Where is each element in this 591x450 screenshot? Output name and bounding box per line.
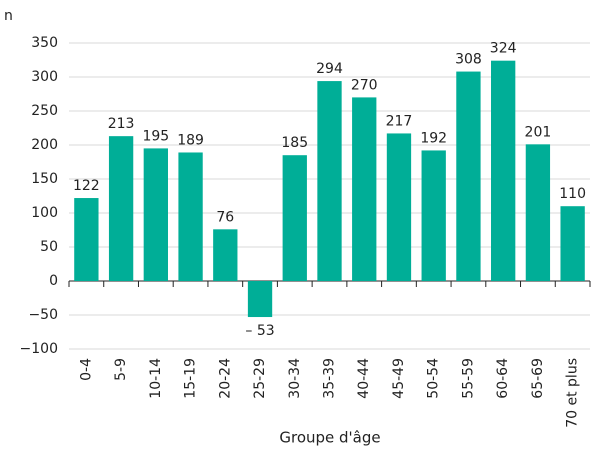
x-tick-label: 60-64 — [495, 358, 511, 399]
y-tick-label: −50 — [28, 307, 58, 323]
x-tick-label: 25-29 — [252, 358, 268, 399]
value-label: 294 — [316, 61, 343, 77]
y-tick-label: 350 — [31, 35, 58, 51]
x-tick-label: 40-44 — [356, 358, 372, 399]
x-tick-label: 20-24 — [217, 358, 233, 399]
value-label: 185 — [281, 135, 308, 151]
bar — [213, 229, 238, 281]
x-tick-label: 0-4 — [78, 358, 94, 381]
value-label: 76 — [216, 209, 234, 225]
value-label: 189 — [177, 132, 204, 148]
x-tick-label: 50-54 — [426, 358, 442, 399]
bar — [74, 198, 99, 281]
bar — [178, 152, 203, 281]
x-tick-label: 30-34 — [287, 358, 303, 399]
value-label: 192 — [420, 130, 447, 146]
bar — [491, 60, 516, 282]
x-tick-label: 45-49 — [391, 358, 407, 399]
y-tick-label: −100 — [20, 341, 58, 357]
y-tick-label: 200 — [31, 137, 58, 153]
x-tick-label: 65-69 — [530, 358, 546, 399]
bar — [143, 148, 168, 281]
bar — [456, 71, 481, 281]
x-tick-label: 70 et plus — [565, 358, 581, 428]
bar — [108, 136, 134, 281]
x-tick-label: 15-19 — [183, 358, 199, 399]
value-label: 110 — [559, 186, 586, 202]
value-label: 324 — [490, 41, 517, 57]
y-tick-label: 100 — [31, 205, 58, 221]
x-axis-title: Groupe d'âge — [279, 429, 380, 447]
y-axis-label: n — [4, 8, 13, 24]
value-label: – 53 — [245, 323, 274, 339]
bar — [282, 155, 307, 281]
value-label: 122 — [73, 178, 100, 194]
value-label: 217 — [386, 113, 413, 129]
x-tick-label: 55-59 — [460, 358, 476, 399]
y-tick-label: 250 — [31, 103, 58, 119]
x-tick-label: 5-9 — [113, 358, 129, 381]
y-tick-label: 50 — [40, 239, 58, 255]
bar — [317, 81, 342, 281]
y-tick-label: 0 — [49, 273, 58, 289]
bar — [525, 144, 551, 281]
value-label: 201 — [525, 124, 552, 140]
value-label: 270 — [351, 77, 378, 93]
bar — [560, 206, 585, 281]
y-tick-label: 150 — [31, 171, 58, 187]
value-label: 213 — [108, 116, 135, 132]
bar — [421, 150, 446, 281]
x-tick-label: 10-14 — [148, 358, 164, 399]
x-tick-label: 35-39 — [322, 358, 338, 399]
y-tick-label: 300 — [31, 69, 58, 85]
bar — [386, 133, 412, 281]
bar — [247, 281, 273, 318]
value-label: 195 — [142, 128, 169, 144]
bar — [352, 97, 377, 282]
value-label: 308 — [455, 52, 482, 68]
